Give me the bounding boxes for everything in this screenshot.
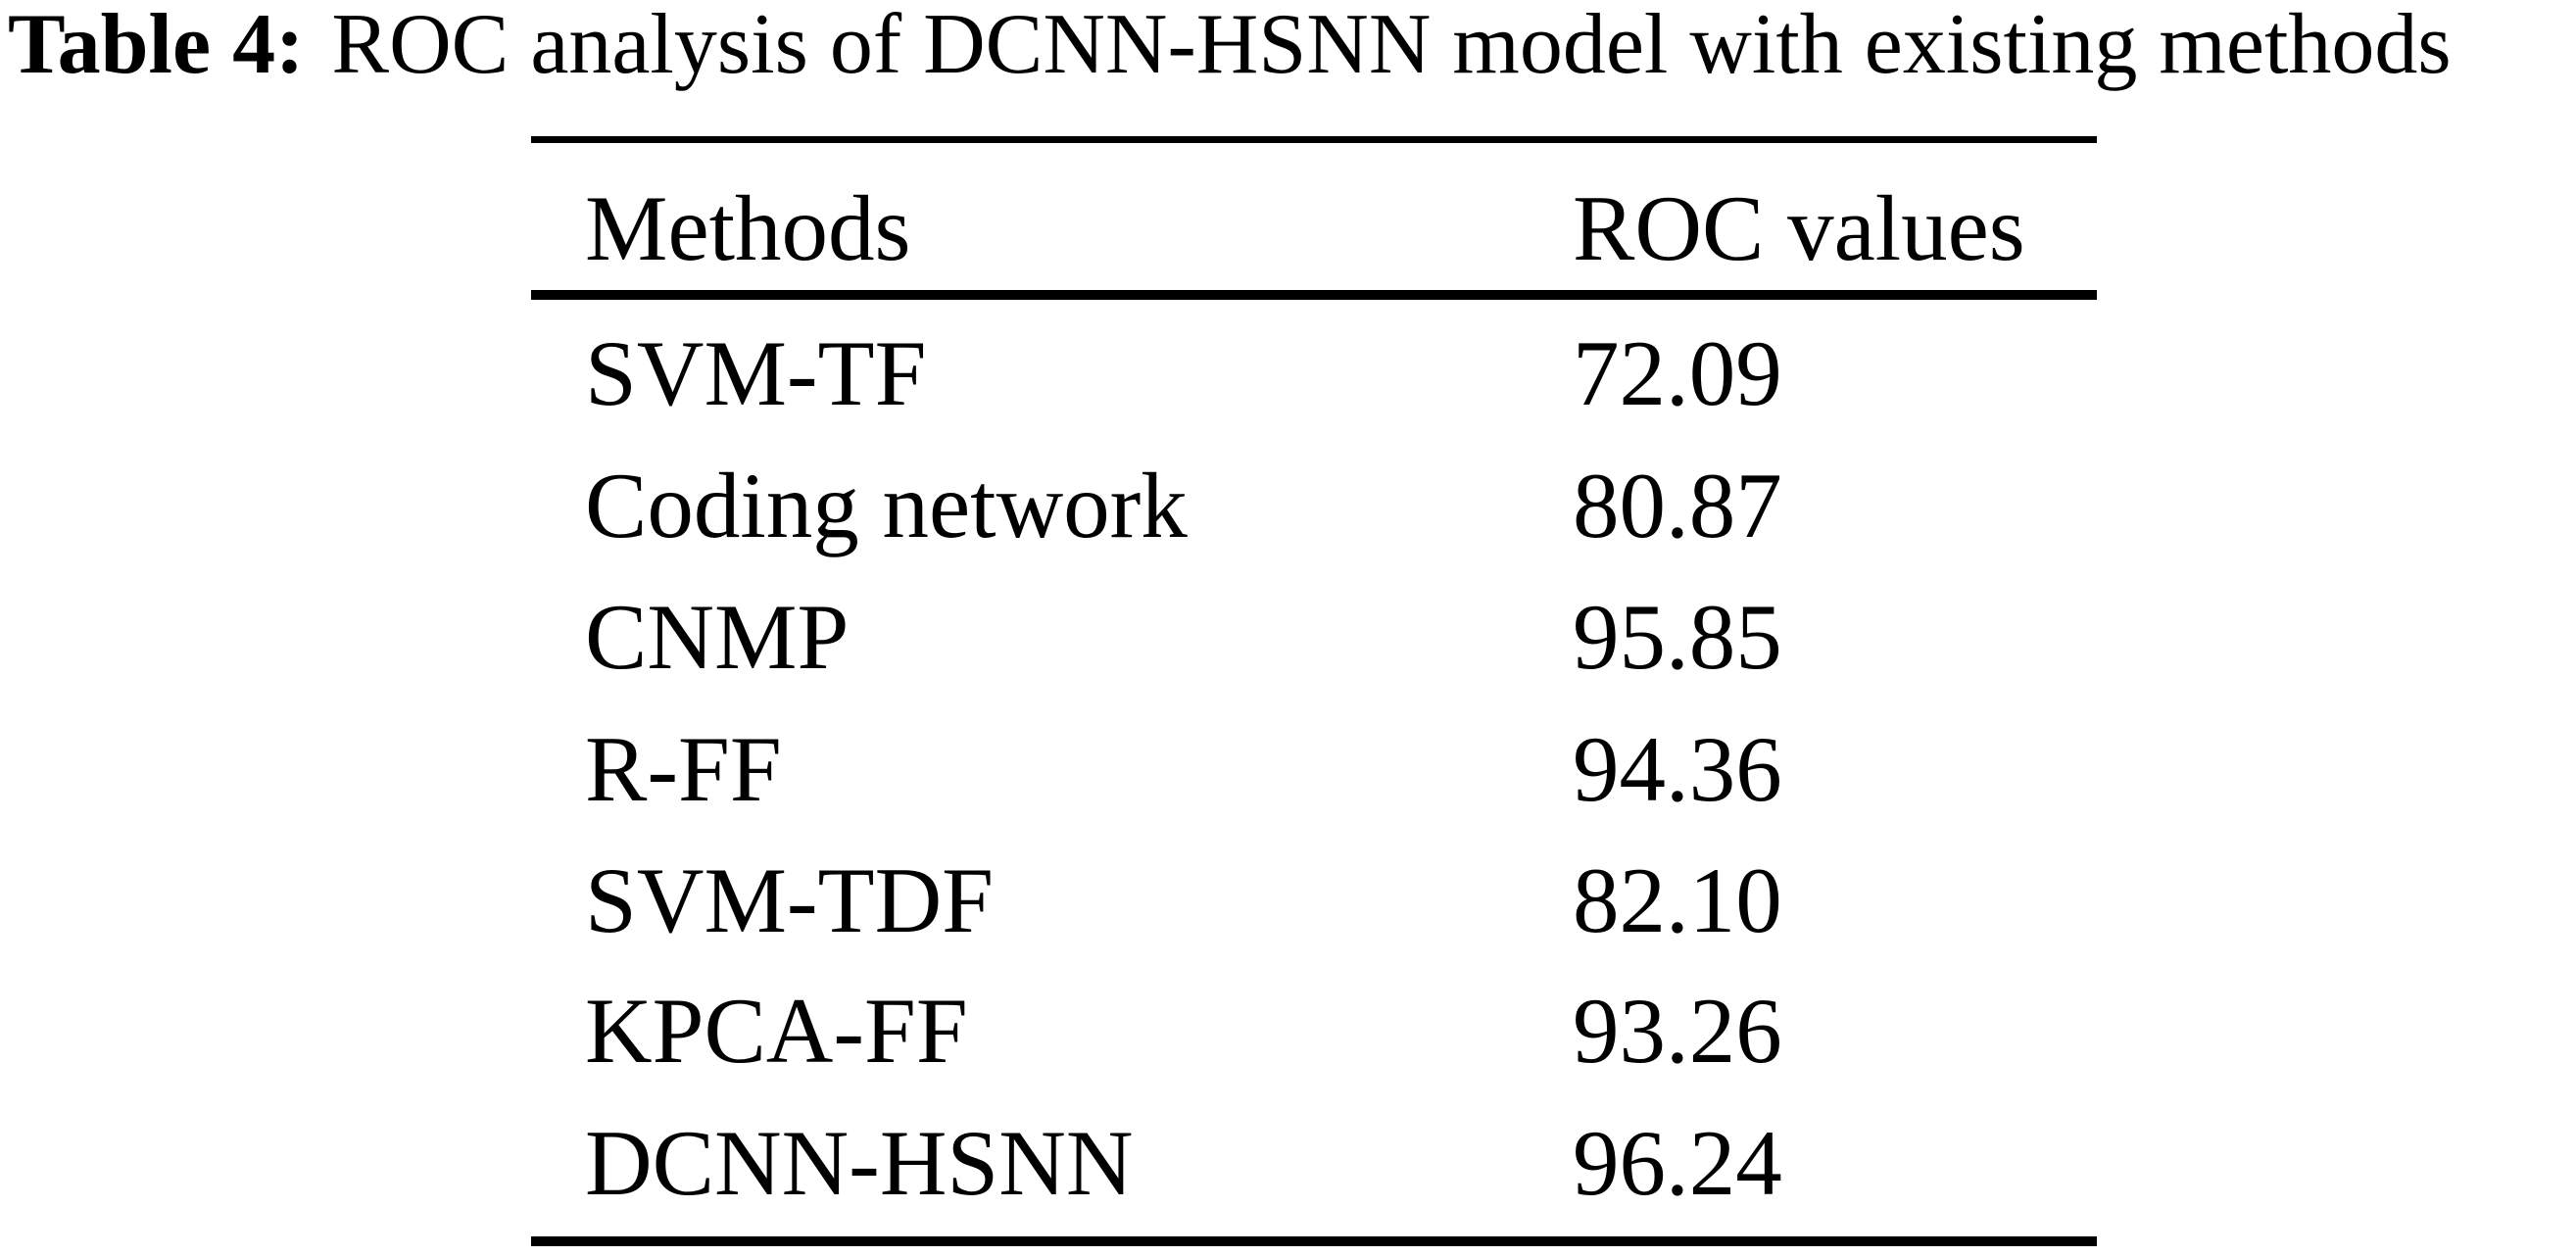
- table-caption-label: Table 4:: [8, 0, 305, 92]
- roc-value-cell: 93.26: [1573, 979, 1782, 1083]
- table-rule-bottom: [531, 1236, 2097, 1246]
- table-rule-top: [531, 136, 2097, 143]
- column-header-methods: Methods: [585, 176, 911, 280]
- method-cell: DCNN-HSNN: [585, 1111, 1134, 1215]
- method-cell: Coding network: [585, 454, 1188, 557]
- roc-value-cell: 96.24: [1573, 1111, 1782, 1215]
- table-row: SVM-TF 72.09: [0, 327, 2576, 459]
- table-row: DCNN-HSNN 96.24: [0, 1117, 2576, 1248]
- table-caption: Table 4: ROC analysis of DCNN-HSNN model …: [8, 2, 2452, 88]
- table-caption-text: ROC analysis of DCNN-HSNN model with exi…: [331, 0, 2452, 92]
- column-header-roc-values: ROC values: [1573, 176, 2025, 280]
- roc-value-cell: 95.85: [1573, 585, 1782, 689]
- table-row: SVM-TDF 82.10: [0, 854, 2576, 986]
- method-cell: CNMP: [585, 585, 850, 689]
- table-row: KPCA-FF 93.26: [0, 985, 2576, 1116]
- table-rule-header: [531, 290, 2097, 300]
- roc-value-cell: 80.87: [1573, 454, 1782, 557]
- roc-value-cell: 72.09: [1573, 321, 1782, 425]
- table-row: R-FF 94.36: [0, 723, 2576, 854]
- method-cell: KPCA-FF: [585, 979, 968, 1083]
- roc-value-cell: 82.10: [1573, 848, 1782, 952]
- roc-value-cell: 94.36: [1573, 717, 1782, 821]
- method-cell: SVM-TF: [585, 321, 927, 425]
- table-row: Coding network 80.87: [0, 459, 2576, 591]
- method-cell: SVM-TDF: [585, 848, 995, 952]
- table-row: CNMP 95.85: [0, 591, 2576, 722]
- method-cell: R-FF: [585, 717, 782, 821]
